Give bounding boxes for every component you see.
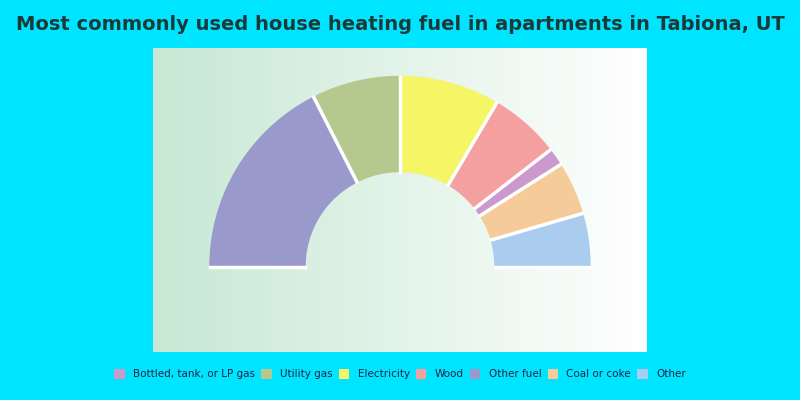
Polygon shape: [210, 97, 357, 266]
Text: Most commonly used house heating fuel in apartments in Tabiona, UT: Most commonly used house heating fuel in…: [15, 14, 785, 34]
Legend: Bottled, tank, or LP gas, Utility gas, Electricity, Wood, Other fuel, Coal or co: Bottled, tank, or LP gas, Utility gas, E…: [110, 364, 690, 384]
Polygon shape: [480, 165, 582, 240]
Polygon shape: [491, 214, 590, 266]
Polygon shape: [400, 76, 497, 185]
Polygon shape: [475, 150, 561, 216]
Polygon shape: [448, 103, 550, 208]
Polygon shape: [314, 76, 400, 182]
